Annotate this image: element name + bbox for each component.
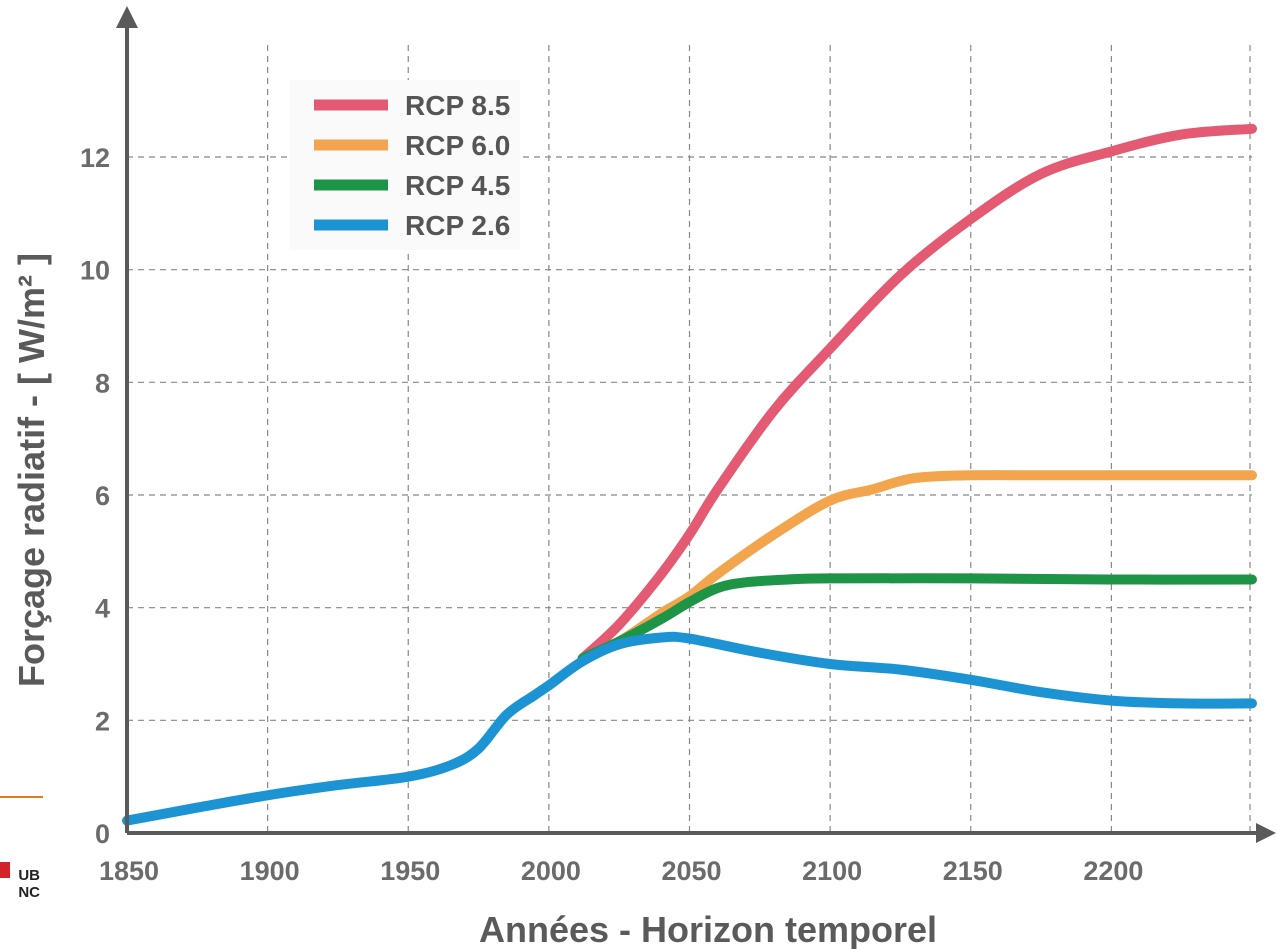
series-line-rcp-6-0: [577, 470, 1257, 664]
legend-label: RCP 8.5: [405, 90, 510, 121]
y-tick-label: 8: [95, 368, 110, 398]
logo-text-line1: UB: [18, 867, 40, 884]
legend-label: RCP 4.5: [405, 170, 510, 201]
series-lines: [122, 123, 1257, 826]
y-tick-label: 10: [80, 256, 110, 286]
y-axis-title: Forçage radiatif - [ W/m² ]: [11, 253, 52, 687]
y-tick-label: 2: [95, 706, 110, 736]
x-tick-label: 1850: [99, 856, 159, 886]
x-tick-label: 2150: [943, 856, 1003, 886]
y-tick-labels: 0 2 4 6 8 10 12: [80, 143, 110, 849]
x-tick-labels: 1850 1900 1950 2000 2050 2100 2150 2200: [99, 856, 1143, 886]
logo: UB NC: [0, 796, 43, 901]
y-tick-label: 0: [95, 819, 110, 849]
logo-mark-icon: [0, 862, 10, 878]
logo-text-line2: NC: [18, 884, 40, 901]
x-axis-arrow-icon: [1256, 823, 1276, 843]
axes: [116, 6, 1276, 843]
x-tick-label: 2200: [1083, 856, 1143, 886]
y-tick-label: 6: [95, 481, 110, 511]
x-tick-label: 1950: [380, 856, 440, 886]
x-axis-title: Années - Horizon temporel: [479, 909, 937, 949]
y-tick-label: 12: [80, 143, 110, 173]
y-axis-arrow-icon: [116, 6, 138, 28]
series-line-rcp-4-5: [577, 573, 1257, 664]
legend: RCP 8.5 RCP 6.0 RCP 4.5 RCP 2.6: [290, 80, 520, 250]
x-tick-label: 1900: [240, 856, 300, 886]
y-tick-label: 4: [95, 594, 110, 624]
series-line-rcp-2-6: [122, 631, 1257, 826]
legend-label: RCP 2.6: [405, 210, 510, 241]
x-tick-label: 2050: [661, 856, 721, 886]
series-line-rcp-8-5: [577, 123, 1257, 664]
legend-label: RCP 6.0: [405, 130, 510, 161]
x-tick-label: 2100: [802, 856, 862, 886]
x-tick-label: 2000: [521, 856, 581, 886]
